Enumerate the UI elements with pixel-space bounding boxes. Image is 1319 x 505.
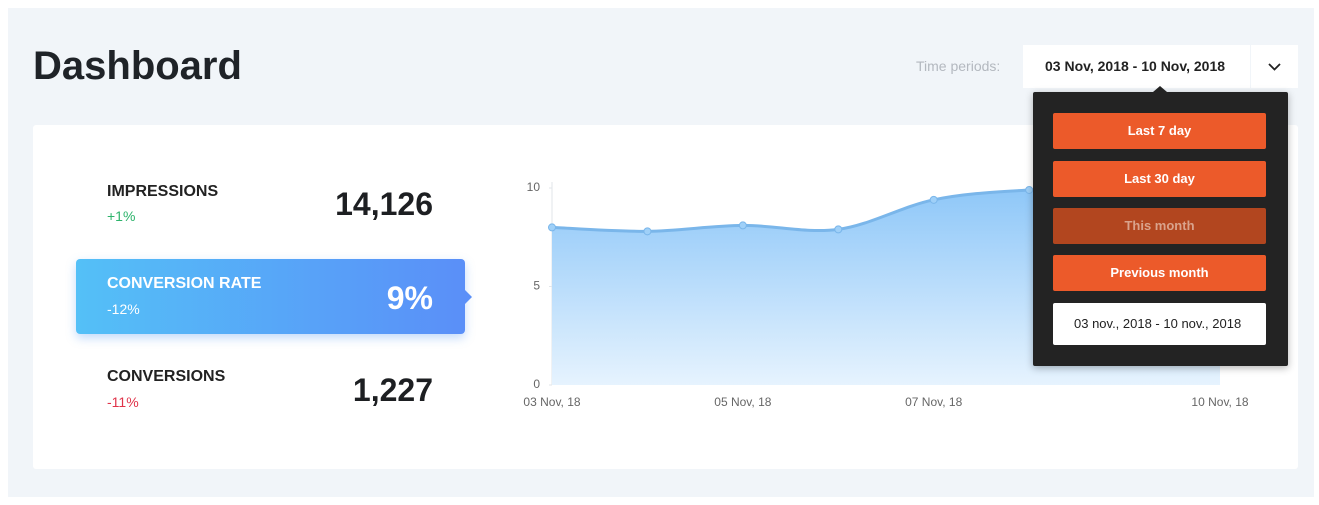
point xyxy=(929,195,938,204)
menu-option: This month xyxy=(1053,208,1266,244)
dropdown-menu: Last 7 day Last 30 day This month Previo… xyxy=(1033,86,1288,366)
date-range-select[interactable]: 03 Nov, 2018 - 10 Nov, 2018 xyxy=(1023,45,1250,88)
y-tick-label: 5 xyxy=(533,279,540,293)
metric-change: -11% xyxy=(107,394,139,410)
x-tick-label: 05 Nov, 18 xyxy=(714,395,771,409)
y-tick-label: 10 xyxy=(527,180,541,194)
point xyxy=(738,221,747,230)
point xyxy=(1025,185,1034,194)
point xyxy=(548,223,556,232)
custom-range-input[interactable]: 03 nov., 2018 - 10 nov., 2018 xyxy=(1053,303,1266,345)
dropdown-toggle[interactable] xyxy=(1251,45,1298,88)
x-tick-label: 07 Nov, 18 xyxy=(905,395,962,409)
time-label: Time periods: xyxy=(916,58,1001,74)
metric-label: CONVERSIONS xyxy=(107,368,226,385)
point xyxy=(834,225,843,234)
chevron-icon xyxy=(1268,63,1281,71)
metric-label: IMPRESSIONS xyxy=(107,183,219,200)
metric-value: 9% xyxy=(386,280,433,316)
menu-option[interactable]: Last 7 day xyxy=(1053,113,1266,149)
point xyxy=(643,227,652,236)
metric-change: +1% xyxy=(107,208,136,224)
page-title: Dashboard xyxy=(33,44,242,88)
metric-value: 1,227 xyxy=(352,372,433,408)
metric-change: -12% xyxy=(107,301,140,317)
metric-highlight[interactable] xyxy=(76,259,472,334)
x-tick-label: 03 Nov, 18 xyxy=(523,395,580,409)
menu-option[interactable]: Last 30 day xyxy=(1053,161,1266,197)
metric-label: CONVERSION RATE xyxy=(107,275,262,292)
menu-option[interactable]: Previous month xyxy=(1053,255,1266,291)
metric-value: 14,126 xyxy=(335,186,433,222)
y-tick-label: 0 xyxy=(533,377,540,391)
x-tick-label: 10 Nov, 18 xyxy=(1191,395,1248,409)
